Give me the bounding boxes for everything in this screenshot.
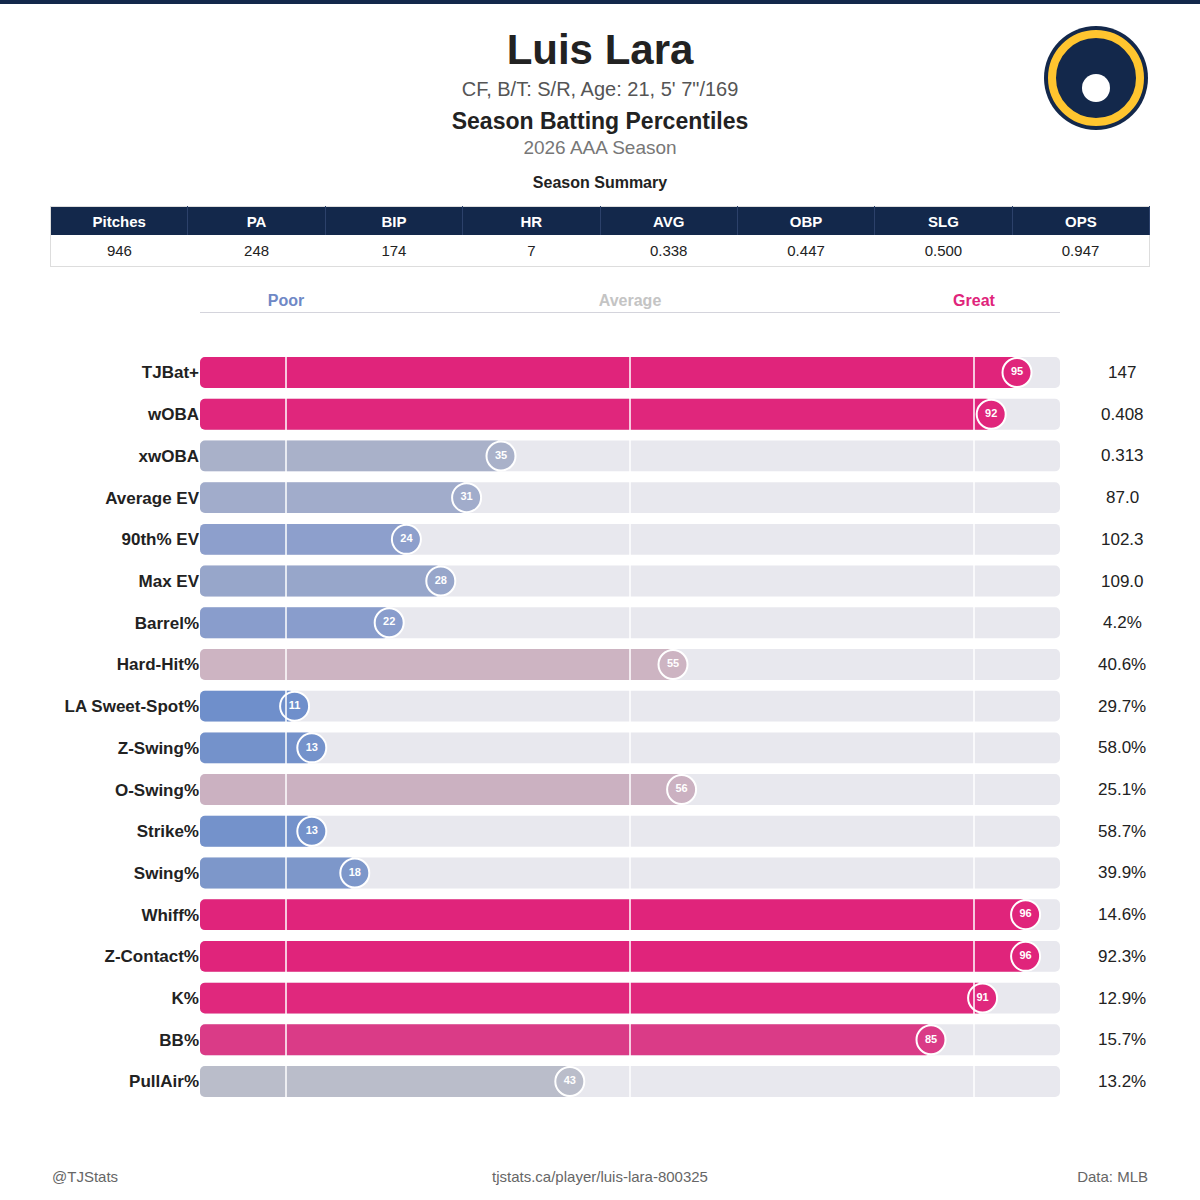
- svg-text:Max EV: Max EV: [139, 572, 200, 591]
- html-text:HR: HR: [520, 212, 543, 230]
- html-text:7: 7: [527, 242, 536, 259]
- svg-text:TJBat+: TJBat+: [142, 363, 199, 382]
- html-text:0.500: 0.500: [924, 242, 963, 259]
- svg-text:Whiff%: Whiff%: [141, 906, 199, 925]
- html-text:Luis Lara: Luis Lara: [506, 26, 694, 73]
- svg-text:Strike%: Strike%: [137, 822, 199, 841]
- html-text:0.947: 0.947: [1061, 242, 1100, 259]
- svg-text:K%: K%: [172, 989, 199, 1008]
- svg-text:96: 96: [1019, 949, 1031, 961]
- svg-text:Average EV: Average EV: [105, 489, 200, 508]
- svg-text:13: 13: [306, 824, 318, 836]
- svg-text:29.7%: 29.7%: [1098, 697, 1146, 716]
- svg-text:87.0: 87.0: [1106, 488, 1139, 507]
- svg-text:LA Sweet-Spot%: LA Sweet-Spot%: [65, 697, 199, 716]
- html-text:Season Summary: Season Summary: [532, 174, 668, 191]
- svg-text:4.2%: 4.2%: [1103, 613, 1142, 632]
- svg-text:43: 43: [564, 1074, 576, 1086]
- svg-text:40.6%: 40.6%: [1098, 655, 1146, 674]
- html-text:AVG: AVG: [653, 212, 685, 230]
- html-text:174: 174: [381, 242, 407, 259]
- svg-text:0.408: 0.408: [1101, 405, 1144, 424]
- html-text:OBP: OBP: [789, 212, 823, 230]
- html-text:@TJStats: @TJStats: [52, 1168, 119, 1185]
- svg-text:13.2%: 13.2%: [1098, 1072, 1146, 1091]
- svg-text:91: 91: [976, 991, 988, 1003]
- svg-text:96: 96: [1019, 907, 1031, 919]
- svg-text:Poor: Poor: [268, 292, 304, 309]
- svg-text:109.0: 109.0: [1101, 572, 1144, 591]
- svg-text:22: 22: [383, 615, 395, 627]
- svg-text:56: 56: [675, 782, 687, 794]
- svg-text:85: 85: [925, 1033, 937, 1045]
- html-text:248: 248: [244, 242, 270, 259]
- html-text:Data: MLB: Data: MLB: [1077, 1168, 1148, 1185]
- html-text:2026 AAA Season: 2026 AAA Season: [523, 137, 677, 158]
- html-text:Season Batting Percentiles: Season Batting Percentiles: [451, 108, 749, 134]
- svg-text:Average: Average: [599, 292, 662, 309]
- html-text:tjstats.ca/player/luis-lara-80: tjstats.ca/player/luis-lara-800325: [492, 1168, 708, 1185]
- svg-text:95: 95: [1011, 365, 1023, 377]
- svg-text:92.3%: 92.3%: [1098, 947, 1146, 966]
- svg-text:O-Swing%: O-Swing%: [115, 781, 199, 800]
- svg-text:25.1%: 25.1%: [1098, 780, 1146, 799]
- svg-text:55: 55: [667, 657, 679, 669]
- svg-text:Z-Contact%: Z-Contact%: [105, 947, 199, 966]
- html-text:0.338: 0.338: [649, 242, 688, 259]
- svg-text:Swing%: Swing%: [134, 864, 199, 883]
- svg-text:Hard-Hit%: Hard-Hit%: [117, 655, 199, 674]
- html-text:CF, B/T: S/R, Age: 21, 5' 7"/1: CF, B/T: S/R, Age: 21, 5' 7"/169: [461, 78, 739, 100]
- svg-text:PullAir%: PullAir%: [129, 1072, 199, 1091]
- svg-text:35: 35: [495, 449, 507, 461]
- svg-text:15.7%: 15.7%: [1098, 1030, 1146, 1049]
- svg-text:92: 92: [985, 407, 997, 419]
- svg-text:Barrel%: Barrel%: [135, 614, 199, 633]
- html-text:PA: PA: [246, 212, 267, 230]
- svg-text:31: 31: [460, 490, 472, 502]
- svg-text:12.9%: 12.9%: [1098, 989, 1146, 1008]
- html-text:946: 946: [106, 242, 132, 259]
- svg-text:147: 147: [1108, 363, 1136, 382]
- svg-text:28: 28: [435, 574, 447, 586]
- svg-text:58.0%: 58.0%: [1098, 738, 1146, 757]
- svg-text:BB%: BB%: [159, 1031, 199, 1050]
- html-text:BIP: BIP: [381, 212, 407, 230]
- svg-text:24: 24: [400, 532, 413, 544]
- svg-text:11: 11: [289, 699, 301, 711]
- html-text:0.447: 0.447: [787, 242, 825, 259]
- svg-text:90th% EV: 90th% EV: [122, 530, 200, 549]
- svg-text:102.3: 102.3: [1101, 530, 1144, 549]
- svg-text:xwOBA: xwOBA: [139, 447, 199, 466]
- svg-text:0.313: 0.313: [1101, 446, 1144, 465]
- svg-text:Z-Swing%: Z-Swing%: [118, 739, 199, 758]
- svg-text:58.7%: 58.7%: [1098, 822, 1146, 841]
- svg-text:14.6%: 14.6%: [1098, 905, 1146, 924]
- svg-text:Great: Great: [953, 292, 995, 309]
- html-text:Pitches: Pitches: [92, 212, 146, 230]
- html-text:SLG: SLG: [928, 212, 959, 230]
- svg-text:18: 18: [349, 866, 361, 878]
- html-text:OPS: OPS: [1065, 212, 1097, 230]
- svg-text:wOBA: wOBA: [147, 405, 199, 424]
- svg-text:13: 13: [306, 741, 318, 753]
- svg-text:39.9%: 39.9%: [1098, 863, 1146, 882]
